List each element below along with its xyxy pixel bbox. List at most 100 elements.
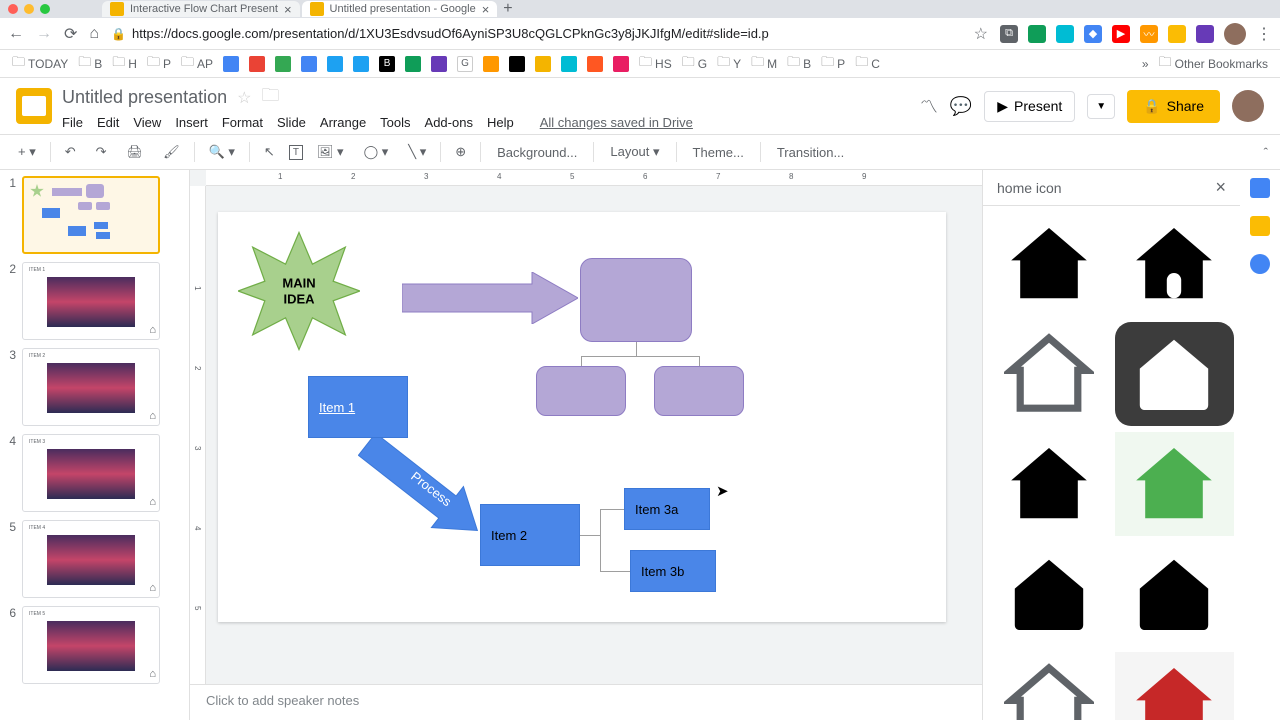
search-result-9[interactable] [1115, 652, 1235, 720]
bookmark-icon[interactable] [405, 56, 421, 72]
big-arrow-shape[interactable] [402, 272, 578, 324]
slide-thumb-1[interactable]: 1 [4, 176, 185, 254]
bookmark-icon[interactable] [353, 56, 369, 72]
share-button[interactable]: 🔒 Share [1127, 90, 1220, 123]
bookmark-icon[interactable] [561, 56, 577, 72]
bookmark-icon[interactable] [301, 56, 317, 72]
slide-thumb-2[interactable]: 2 ITEM 1 ⌂ [4, 262, 185, 340]
rounded-rect-top[interactable] [580, 258, 692, 342]
menu-tools[interactable]: Tools [380, 115, 410, 130]
bookmark-icon[interactable] [327, 56, 343, 72]
save-status[interactable]: All changes saved in Drive [540, 115, 693, 130]
home-button[interactable]: ⌂ [89, 25, 99, 43]
canvas-area[interactable]: 123 456 789 123 45 MAINIDEA [190, 170, 982, 720]
bookmark-folder[interactable]: 🗀P [821, 53, 845, 75]
close-icon[interactable]: × [1215, 177, 1226, 198]
image-tool[interactable]: 🖼 ▾ [311, 140, 350, 164]
browser-tab-1[interactable]: Untitled presentation - Google × [302, 1, 498, 17]
menu-slide[interactable]: Slide [277, 115, 306, 130]
speaker-notes[interactable]: Click to add speaker notes [190, 684, 982, 720]
minimize-window-button[interactable] [24, 4, 34, 14]
reload-button[interactable]: ⟳ [64, 24, 77, 44]
present-dropdown[interactable]: ▼ [1087, 94, 1115, 119]
ext-icon[interactable]: ⧉ [1000, 25, 1018, 43]
slide-thumb-4[interactable]: 4 ITEM 3 ⌂ [4, 434, 185, 512]
star-bookmark-icon[interactable]: ☆ [974, 24, 988, 44]
new-tab-button[interactable]: + [503, 0, 512, 18]
bookmark-folder[interactable]: 🗀G [682, 53, 707, 75]
print-button[interactable]: 🖨 [121, 140, 150, 164]
back-button[interactable]: ← [8, 25, 24, 43]
menu-help[interactable]: Help [487, 115, 514, 130]
undo-button[interactable]: ↶ [59, 140, 82, 164]
slide-thumb-6[interactable]: 6 ITEM 5 ⌂ [4, 606, 185, 684]
transition-button[interactable]: Transition... [769, 141, 852, 164]
search-result-2[interactable] [989, 322, 1109, 426]
star-icon[interactable]: ☆ [237, 88, 251, 108]
calendar-icon[interactable] [1250, 178, 1270, 198]
search-result-7[interactable] [1115, 542, 1235, 646]
slide-thumb-5[interactable]: 5 ITEM 4 ⌂ [4, 520, 185, 598]
rounded-rect-sub-right[interactable] [654, 366, 744, 416]
theme-button[interactable]: Theme... [685, 141, 752, 164]
search-result-4[interactable] [989, 432, 1109, 536]
bookmark-icon[interactable] [431, 56, 447, 72]
maximize-window-button[interactable] [40, 4, 50, 14]
search-result-1[interactable] [1115, 212, 1235, 316]
ext-icon[interactable] [1196, 25, 1214, 43]
chrome-menu-icon[interactable]: ⋮ [1256, 24, 1272, 44]
url-bar[interactable]: 🔒 https://docs.google.com/presentation/d… [111, 26, 962, 41]
forward-button[interactable]: → [36, 25, 52, 43]
close-window-button[interactable] [8, 4, 18, 14]
layout-button[interactable]: Layout ▾ [602, 140, 667, 164]
activity-icon[interactable]: 〽 [920, 93, 938, 119]
tab-close-icon[interactable]: × [284, 2, 292, 17]
bookmark-folder[interactable]: 🗀HS [639, 53, 672, 75]
bookmark-folder[interactable]: 🗀Y [717, 53, 741, 75]
search-result-3[interactable] [1115, 322, 1235, 426]
slide-thumb-3[interactable]: 3 ITEM 2 ⌂ [4, 348, 185, 426]
comments-icon[interactable]: 💬 [950, 96, 972, 117]
ext-icon[interactable] [1168, 25, 1186, 43]
user-avatar[interactable] [1232, 90, 1264, 122]
present-button[interactable]: ▶ Present [984, 91, 1075, 122]
shape-tool[interactable]: ◯ ▾ [358, 140, 395, 164]
search-result-0[interactable] [989, 212, 1109, 316]
ext-icon[interactable] [1056, 25, 1074, 43]
explore-results-grid[interactable] [983, 206, 1240, 720]
item2-shape[interactable]: Item 2 [480, 504, 580, 566]
keep-icon[interactable] [1250, 216, 1270, 236]
item3a-shape[interactable]: Item 3a [624, 488, 710, 530]
collapse-toolbar-icon[interactable]: ˆ [1264, 145, 1268, 160]
bookmark-icon[interactable] [483, 56, 499, 72]
search-result-6[interactable] [989, 542, 1109, 646]
redo-button[interactable]: ↷ [90, 140, 113, 164]
document-title[interactable]: Untitled presentation [62, 87, 227, 108]
bookmark-folder[interactable]: 🗀TODAY [12, 53, 68, 75]
bookmark-folder[interactable]: 🗀M [751, 53, 777, 75]
bookmark-folder[interactable]: 🗀P [147, 53, 171, 75]
star-shape[interactable]: MAINIDEA [238, 226, 360, 356]
bookmark-folder[interactable]: 🗀C [855, 53, 880, 75]
slide-canvas[interactable]: MAINIDEA Item 1 [218, 212, 946, 622]
bookmarks-overflow[interactable]: » [1142, 57, 1149, 71]
move-folder-icon[interactable]: 🗀 [261, 83, 279, 113]
slides-panel[interactable]: 1 2 ITEM 1 ⌂ 3 ITEM [0, 170, 190, 720]
menu-insert[interactable]: Insert [175, 115, 208, 130]
bookmark-icon[interactable] [509, 56, 525, 72]
bookmark-icon[interactable]: G [457, 56, 473, 72]
menu-edit[interactable]: Edit [97, 115, 119, 130]
tasks-icon[interactable] [1250, 254, 1270, 274]
paint-format-button[interactable]: 🖌 [157, 140, 186, 164]
browser-tab-0[interactable]: Interactive Flow Chart Present × [102, 1, 300, 17]
item1-shape[interactable]: Item 1 [308, 376, 408, 438]
bookmark-icon[interactable] [535, 56, 551, 72]
menu-addons[interactable]: Add-ons [425, 115, 473, 130]
select-tool[interactable]: ↖ [258, 140, 281, 164]
menu-arrange[interactable]: Arrange [320, 115, 366, 130]
bookmark-folder[interactable]: 🗀AP [181, 53, 213, 75]
zoom-button[interactable]: 🔍 ▾ [203, 140, 241, 164]
bookmark-icon[interactable] [275, 56, 291, 72]
profile-avatar[interactable] [1224, 23, 1246, 45]
bookmark-icon[interactable] [223, 56, 239, 72]
